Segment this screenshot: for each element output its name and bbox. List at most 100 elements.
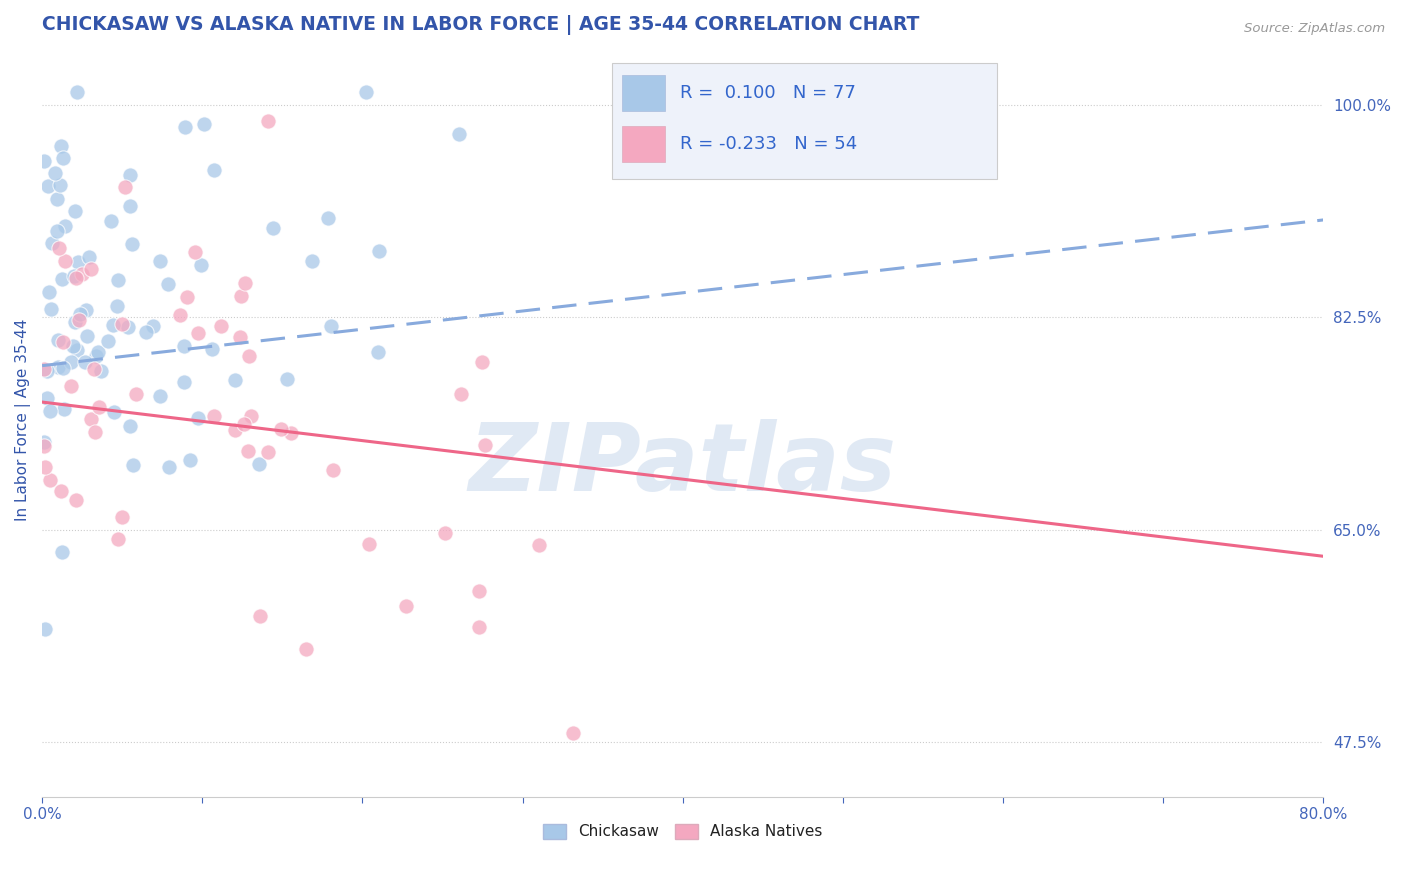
Bar — [623, 75, 665, 111]
Point — [474, 438, 496, 452]
Point — [41, 236, 63, 251]
Point — [34, 622, 56, 636]
Point — [52, 335, 75, 350]
Point — [232, 417, 254, 431]
Point — [73, 354, 96, 368]
Point — [236, 443, 259, 458]
Point — [447, 128, 470, 142]
Point — [527, 538, 550, 552]
Point — [65, 271, 87, 285]
Point — [38, 285, 60, 299]
Point — [32, 362, 55, 376]
Point — [63, 315, 86, 329]
Point — [354, 86, 377, 100]
Point — [105, 299, 128, 313]
Bar — [623, 126, 665, 162]
Point — [176, 290, 198, 304]
Point — [169, 308, 191, 322]
Point — [450, 387, 472, 401]
Point — [32, 435, 55, 450]
Point — [45, 224, 67, 238]
Point — [224, 374, 246, 388]
Point — [270, 422, 292, 436]
Text: Source: ZipAtlas.com: Source: ZipAtlas.com — [1244, 22, 1385, 36]
FancyBboxPatch shape — [612, 62, 997, 179]
Point — [51, 139, 73, 153]
Point — [76, 329, 98, 343]
Point — [561, 726, 583, 740]
Point — [249, 609, 271, 624]
Point — [49, 178, 72, 193]
Point — [70, 267, 93, 281]
Point — [231, 289, 253, 303]
Point — [62, 339, 84, 353]
Point — [35, 391, 58, 405]
Point — [295, 641, 318, 656]
Point — [44, 166, 66, 180]
Point — [80, 411, 103, 425]
Point — [51, 272, 73, 286]
Point — [122, 458, 145, 472]
Point — [65, 493, 87, 508]
Point — [32, 153, 55, 168]
Point — [48, 359, 70, 374]
Point — [65, 204, 87, 219]
Point — [301, 253, 323, 268]
Point — [262, 221, 284, 235]
Point — [80, 262, 103, 277]
Point — [118, 169, 141, 183]
Point — [114, 180, 136, 194]
Point — [107, 273, 129, 287]
Point — [49, 483, 72, 498]
Point — [256, 113, 278, 128]
Point — [120, 199, 142, 213]
Point — [367, 244, 389, 259]
Point — [321, 318, 343, 333]
Point — [111, 317, 134, 331]
Point — [135, 325, 157, 339]
Point — [84, 425, 107, 440]
Point — [187, 411, 209, 425]
Point — [37, 178, 59, 193]
Text: R =  0.100   N = 77: R = 0.100 N = 77 — [681, 84, 856, 102]
Point — [247, 458, 270, 472]
Point — [86, 349, 108, 363]
Point — [100, 213, 122, 227]
Point — [62, 269, 84, 284]
Point — [468, 620, 491, 634]
Point — [83, 362, 105, 376]
Point — [53, 254, 76, 268]
Point — [156, 277, 179, 292]
Point — [59, 379, 82, 393]
Point — [395, 599, 418, 614]
Point — [202, 409, 225, 423]
Point — [45, 193, 67, 207]
Point — [59, 355, 82, 369]
Point — [53, 219, 76, 233]
Point — [173, 375, 195, 389]
Point — [322, 463, 344, 477]
Point — [39, 473, 62, 487]
Point — [97, 334, 120, 348]
Point — [101, 318, 124, 333]
Point — [32, 439, 55, 453]
Point — [121, 236, 143, 251]
Point — [190, 258, 212, 272]
Point — [103, 405, 125, 419]
Point — [316, 211, 339, 226]
Point — [173, 339, 195, 353]
Point — [179, 453, 201, 467]
Point — [79, 250, 101, 264]
Legend: Chickasaw, Alaska Natives: Chickasaw, Alaska Natives — [537, 817, 828, 846]
Point — [117, 320, 139, 334]
Text: ZIPatlas: ZIPatlas — [468, 419, 897, 511]
Point — [224, 423, 246, 437]
Point — [48, 333, 70, 347]
Point — [51, 545, 73, 559]
Point — [52, 402, 75, 417]
Text: R = -0.233   N = 54: R = -0.233 N = 54 — [681, 135, 858, 153]
Point — [193, 117, 215, 131]
Point — [142, 319, 165, 334]
Point — [39, 302, 62, 317]
Point — [52, 152, 75, 166]
